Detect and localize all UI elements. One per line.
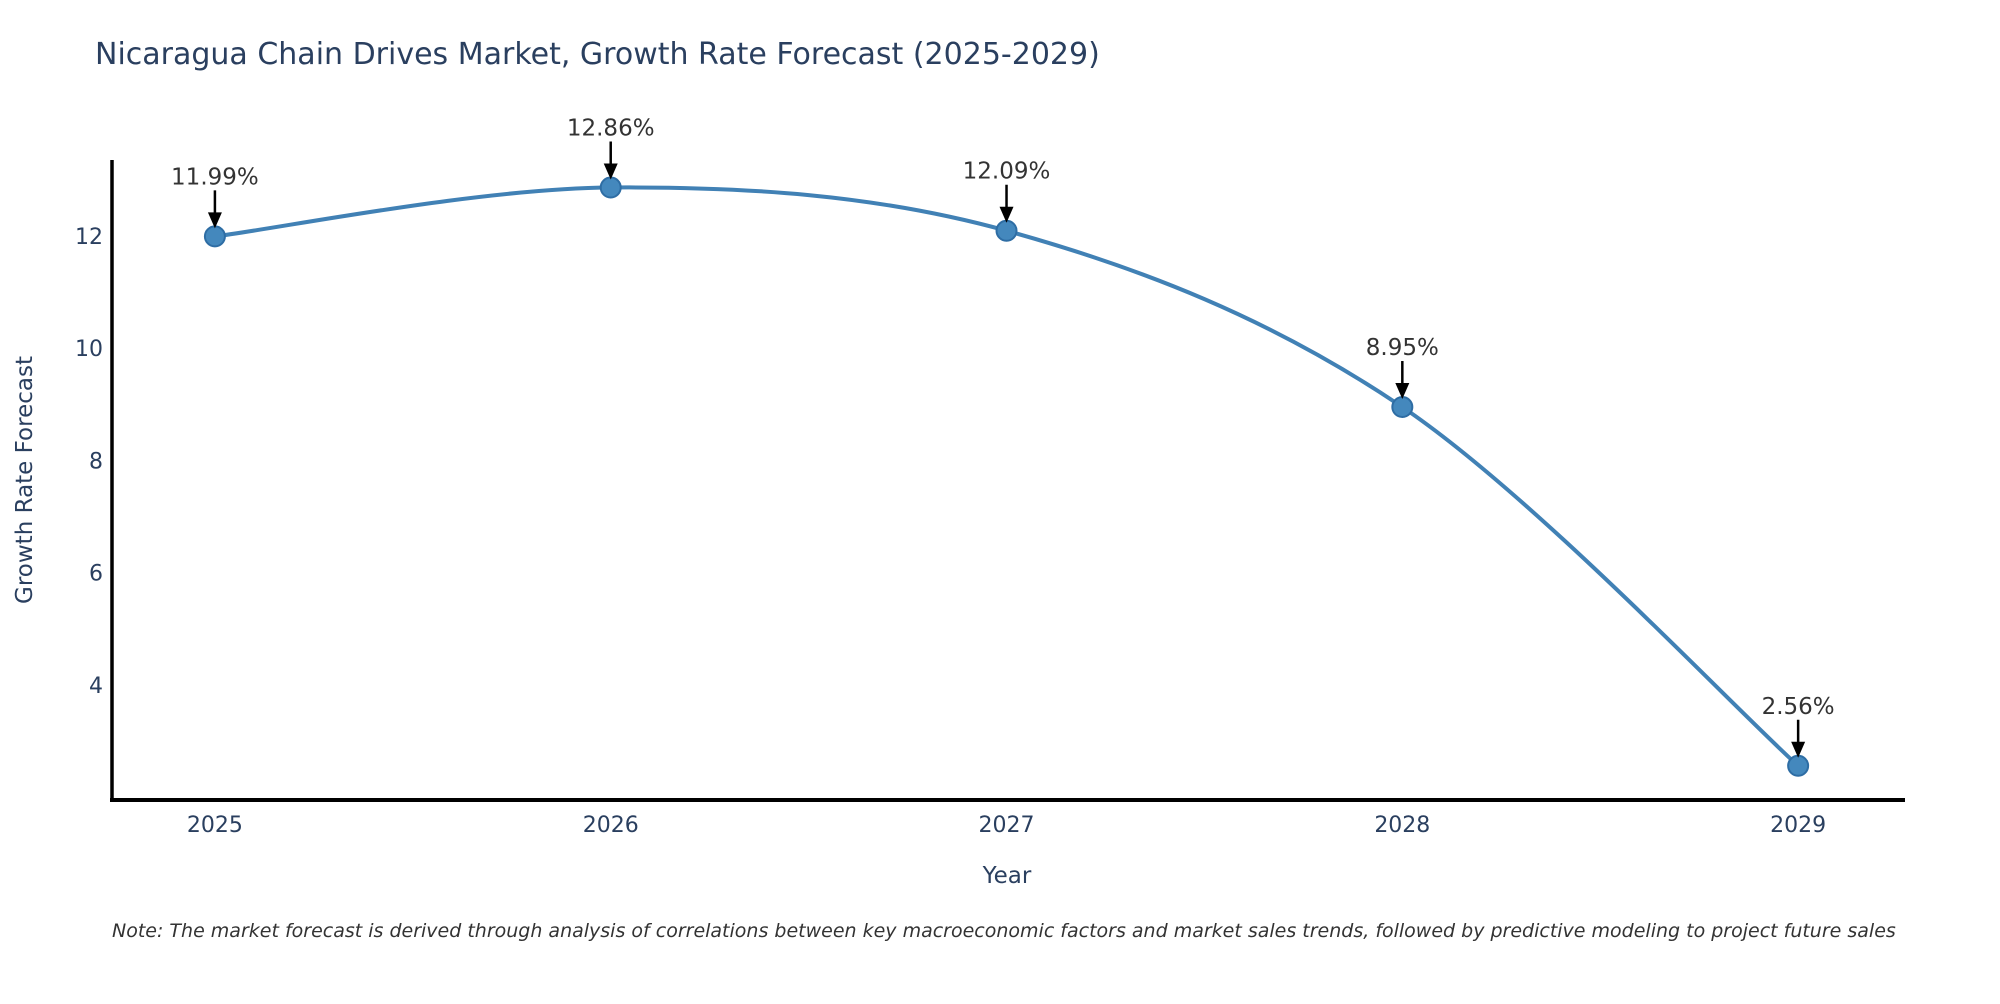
x-tick-label: 2025 xyxy=(187,813,243,838)
annotation-arrow-head xyxy=(207,212,222,229)
data-point-label-2025: 11.99% xyxy=(171,164,259,190)
data-point-marker-2026[interactable] xyxy=(599,176,622,199)
y-tick-label: 6 xyxy=(89,562,103,587)
plot-area: 4 6 8 10 12 2025 2026 2027 2028 2029 11.99% 12.86% 1… xyxy=(75,116,1905,838)
footnote: Note: The market forecast is derived thr… xyxy=(112,920,1896,942)
data-point-marker-2027[interactable] xyxy=(995,219,1018,242)
data-point-label-2028: 8.95% xyxy=(1366,335,1439,361)
annotation-arrow-head xyxy=(1791,741,1806,758)
y-axis-title: Growth Rate Forecast xyxy=(12,356,38,604)
annotation-arrow-head xyxy=(999,206,1014,223)
data-point-marker-2025[interactable] xyxy=(203,225,226,248)
y-tick-label: 10 xyxy=(75,337,103,362)
data-point-marker-2029[interactable] xyxy=(1787,754,1810,777)
x-tick-label: 2027 xyxy=(979,813,1035,838)
y-tick-label: 4 xyxy=(89,674,103,699)
annotation-arrow-head xyxy=(1395,383,1410,400)
data-point-label-2026: 12.86% xyxy=(567,116,655,142)
data-point-marker-2028[interactable] xyxy=(1391,396,1414,419)
x-tick-label: 2028 xyxy=(1374,813,1430,838)
y-tick-label: 8 xyxy=(89,449,103,474)
x-tick-label: 2029 xyxy=(1770,813,1826,838)
x-axis-title: Year xyxy=(982,863,1032,889)
growth-rate-series-line xyxy=(212,185,1801,768)
x-tick-label: 2026 xyxy=(583,813,639,838)
annotation-arrow-head xyxy=(603,163,618,180)
y-tick-label: 12 xyxy=(75,225,103,250)
data-point-label-2027: 12.09% xyxy=(963,159,1051,185)
data-point-label-2029: 2.56% xyxy=(1762,694,1835,720)
chart-title: Nicaragua Chain Drives Market, Growth Ra… xyxy=(95,37,1100,72)
